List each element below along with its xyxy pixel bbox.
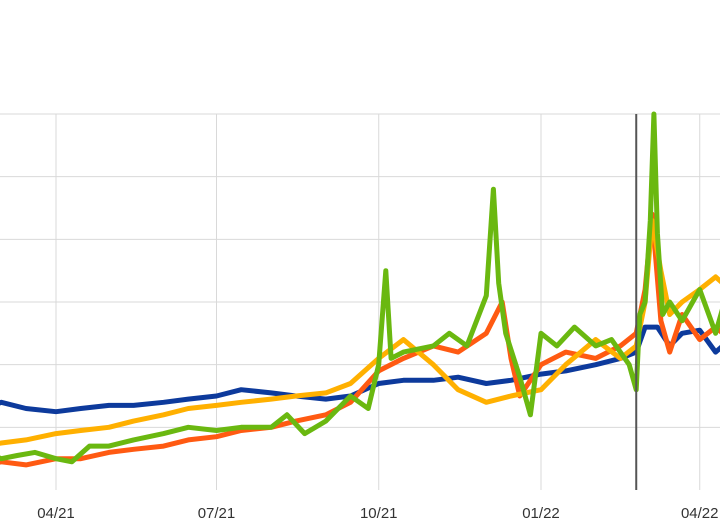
x-tick-label: 01/22 — [522, 505, 560, 522]
x-axis-ticks: 04/21 07/21 10/21 01/22 04/22 — [37, 505, 718, 522]
series-line — [0, 111, 720, 465]
series-line — [0, 218, 720, 446]
x-tick-label: 10/21 — [360, 505, 398, 522]
series-lines — [0, 111, 720, 468]
series-line — [0, 324, 720, 415]
x-tick-label: 04/22 — [681, 505, 719, 522]
x-tick-label: 07/21 — [198, 505, 236, 522]
grid — [0, 113, 720, 490]
x-tick-label: 04/21 — [37, 505, 75, 522]
